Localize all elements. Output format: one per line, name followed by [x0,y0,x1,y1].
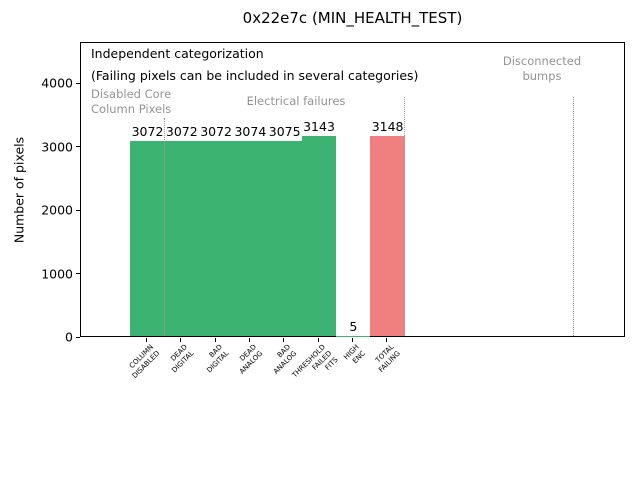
x-tick-label: BAD DIGITAL [204,343,230,375]
bar-value-label: 3072 [200,123,232,139]
y-tick-label: 2000 [41,202,73,218]
x-tick-label: COLUMN DISABLED [128,343,162,380]
x-tick-label: DEAD ANALOG [237,343,265,376]
x-tick-label: TOTAL FAILING [373,343,402,374]
bar [233,140,268,336]
x-tick-label: THRESHOLD FAILED FITS [290,343,340,380]
separator-line [573,97,574,336]
annotation: (Failing pixels can be included in sever… [91,68,419,83]
separator-line [163,118,165,336]
chart-title: 0x22e7c (MIN_HEALTH_TEST) [242,9,463,27]
x-tick-label: HIGH ENC [342,343,368,366]
annotation: Independent categorization [91,46,264,61]
annotation: Disconnected bumps [502,54,582,84]
separator-line [403,97,405,336]
x-tick-mark [283,338,285,342]
y-axis-label: Number of pixels [11,136,27,244]
bar-value-label: 3148 [371,119,404,135]
bar-value-label: 3075 [268,123,301,139]
bar [267,140,302,336]
annotation: Disabled Core Column Pixels [91,87,172,117]
bar [301,136,337,336]
x-tick-mark [351,338,353,342]
x-tick-mark [180,338,182,342]
bar-value-label: 3072 [165,123,198,139]
x-tick-mark [248,338,250,342]
bar-value-label: 3072 [131,123,164,139]
x-tick-mark [146,338,147,342]
y-tick-mark [76,336,80,338]
y-tick-mark [76,146,80,147]
bar [370,136,405,336]
y-tick-mark [76,209,80,211]
bar [164,140,199,336]
y-tick-label: 4000 [41,75,73,91]
y-tick-label: 1000 [41,266,73,281]
bar [336,335,371,336]
bar [198,140,234,336]
bar-value-label: 3143 [303,119,335,135]
x-tick-mark [386,338,388,342]
bar-value-label: 5 [349,318,358,334]
x-tick-mark [317,338,319,342]
x-tick-mark [214,338,216,342]
plot-area: 3072 3072 3072 3074 3075 3143 5 3148 [80,42,625,337]
x-tick-label: DEAD DIGITAL [169,343,196,375]
y-tick-label: 3000 [41,139,73,154]
annotation: Electrical failures [246,94,346,108]
bar-value-label: 3074 [234,123,267,139]
y-tick-label: 0 [65,329,73,345]
y-tick-mark [76,273,80,274]
bar [130,140,165,336]
y-tick-mark [76,82,80,84]
